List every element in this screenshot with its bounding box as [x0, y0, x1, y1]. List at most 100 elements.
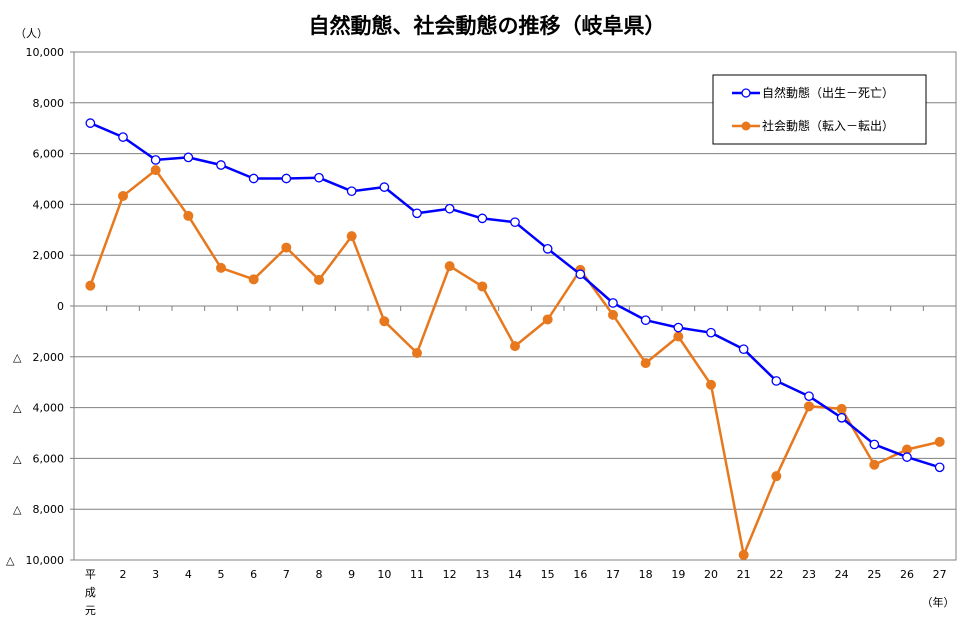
x-tick-label: 25 [867, 568, 881, 581]
data-point [771, 471, 782, 482]
data-point [902, 452, 912, 462]
data-point [314, 172, 324, 183]
data-point [118, 132, 128, 142]
data-point [738, 549, 749, 560]
data-point [608, 309, 618, 320]
data-point [640, 358, 651, 369]
y-tick-label: 8,000 [33, 97, 65, 110]
x-axis-unit: （年） [922, 595, 955, 609]
data-point [640, 315, 651, 326]
data-point [869, 459, 880, 470]
series-line [89, 121, 941, 469]
data-point [216, 262, 226, 273]
data-point [673, 331, 684, 342]
data-point [412, 347, 422, 358]
y-tick-label: △ 10,000 [6, 554, 64, 567]
x-tick-label: 21 [737, 568, 751, 581]
data-point [346, 186, 357, 197]
x-tick-label: 5 [218, 568, 225, 581]
data-point [183, 210, 194, 221]
legend-frame [712, 74, 927, 145]
x-tick-label: 13 [475, 568, 489, 581]
data-point [150, 155, 161, 165]
data-point [150, 165, 161, 176]
data-point [216, 160, 226, 170]
x-tick-label: 14 [508, 568, 522, 581]
data-point [771, 376, 782, 386]
legend: 自然動態（出生－死亡） 社会動態（転入－転出） [712, 74, 927, 145]
data-point [738, 344, 749, 355]
x-tick-label: 成 [85, 586, 96, 599]
data-point [510, 341, 520, 352]
data-point [379, 316, 390, 327]
data-point [575, 269, 586, 280]
x-tick-label: 12 [443, 568, 457, 581]
legend-swatch-marker [741, 88, 751, 98]
x-tick-label: 19 [671, 568, 685, 581]
x-tick-label: 9 [348, 568, 355, 581]
data-point [412, 208, 422, 219]
x-tick-label: 26 [900, 568, 914, 581]
x-tick-label: 23 [802, 568, 816, 581]
x-tick-label: 8 [316, 568, 323, 581]
data-point [85, 118, 96, 128]
y-tick-label: 4,000 [33, 198, 65, 211]
x-tick-label: 6 [250, 568, 257, 581]
data-point [542, 314, 553, 325]
data-point [183, 152, 194, 163]
data-point [314, 274, 324, 285]
x-tick-label: 15 [541, 568, 555, 581]
y-axis-unit: （人） [15, 27, 48, 40]
data-point [706, 379, 716, 390]
data-point [804, 401, 814, 412]
data-point [444, 261, 455, 272]
x-tick-label: 平 [85, 568, 96, 581]
x-tick-label: 24 [835, 568, 849, 581]
chart-title: 自然動態、社会動態の推移（岐阜県） [309, 14, 666, 38]
legend-label: 社会動態（転入－転出） [762, 118, 894, 133]
gridlines [70, 51, 957, 561]
x-tick-label: 16 [573, 568, 587, 581]
data-point [706, 327, 716, 338]
series-social [85, 165, 945, 560]
x-tick-label: 17 [606, 568, 620, 581]
data-point [281, 173, 292, 184]
x-tick-label: 18 [639, 568, 653, 581]
data-point [444, 203, 455, 214]
data-point [869, 439, 880, 450]
y-tick-label: 0 [57, 300, 64, 313]
data-point [542, 244, 553, 254]
x-tick-label: 20 [704, 568, 718, 581]
y-axis-ticks: 10,000 8,000 6,000 4,000 2,000 0 △ 2,000 △ 4,00… [6, 46, 64, 567]
data-point [836, 412, 847, 423]
data-point [85, 280, 96, 291]
y-tick-label: △ 6,000 [13, 452, 64, 465]
y-tick-label: 10,000 [26, 46, 65, 59]
x-tick-label: 22 [769, 568, 783, 581]
data-point [608, 298, 618, 308]
y-tick-label: 2,000 [33, 249, 65, 262]
legend-label: 自然動態（出生－死亡） [762, 85, 894, 100]
data-point [248, 173, 259, 184]
y-tick-label: △ 4,000 [13, 402, 64, 415]
data-point [477, 281, 488, 292]
x-tick-label: 10 [377, 568, 391, 581]
x-tick-label: 元 [85, 604, 96, 617]
y-tick-label: △ 8,000 [13, 503, 64, 516]
x-tick-label: 4 [185, 568, 192, 581]
series-line [89, 168, 940, 557]
legend-swatch-marker [741, 121, 751, 131]
x-tick-label: 7 [283, 568, 290, 581]
data-point [934, 436, 945, 447]
data-point [673, 322, 684, 333]
data-point [118, 191, 128, 202]
series-natural [85, 118, 945, 473]
data-point [281, 242, 292, 253]
x-tick-label: 3 [152, 568, 159, 581]
data-point [510, 217, 520, 228]
y-tick-label: 6,000 [33, 148, 65, 161]
series-layer [85, 118, 945, 560]
y-tick-label: △ 2,000 [13, 351, 64, 364]
